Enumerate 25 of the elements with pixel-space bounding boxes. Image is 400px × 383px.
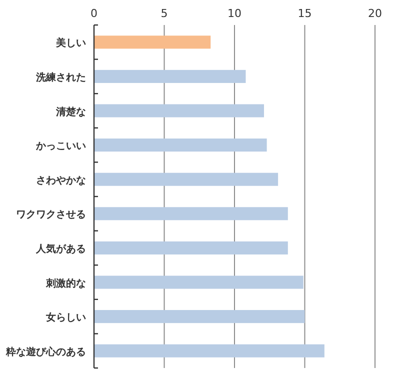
x-tick-label: 0 (90, 7, 98, 20)
bar (94, 344, 324, 358)
y-tick-label: 美しい (55, 37, 86, 50)
x-tick-label: 10 (228, 7, 242, 20)
y-tick-label: 清楚な (55, 106, 86, 118)
bar (94, 138, 267, 152)
bar (94, 70, 246, 83)
y-tick-label: 粋な遊び心のある (5, 346, 86, 358)
y-tick-label: 人気がある (35, 242, 86, 255)
bar (94, 36, 211, 49)
y-tick-label: かっこいい (35, 141, 86, 152)
bar (94, 207, 288, 220)
bar (94, 241, 288, 254)
x-tick-label: 20 (368, 7, 382, 20)
y-tick-label: 刺激的な (45, 277, 86, 290)
bar (94, 172, 278, 186)
y-tick-label: ワクワクさせる (16, 210, 86, 221)
bar (94, 104, 264, 118)
x-tick-label: 15 (298, 7, 312, 20)
y-tick-label: 洗練された (35, 71, 86, 84)
y-tick-label: 女らしい (45, 312, 86, 324)
bar (94, 310, 305, 324)
x-tick-label: 5 (160, 7, 168, 20)
y-tick-label: さわやかな (36, 175, 86, 186)
bar (94, 276, 304, 289)
